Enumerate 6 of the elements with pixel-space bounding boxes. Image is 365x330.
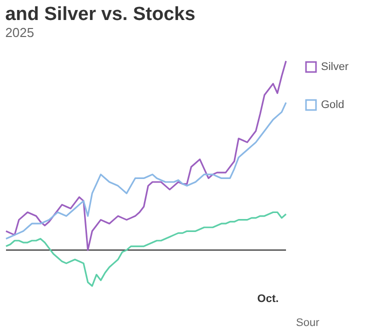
- legend-label: Gold: [321, 99, 344, 111]
- chart-subtitle: 2025: [5, 25, 34, 40]
- text: Sour: [296, 317, 320, 329]
- legend-label: Silver: [321, 61, 349, 73]
- chart-title: and Silver vs. Stocks: [5, 4, 196, 26]
- text: Oct.: [257, 293, 279, 305]
